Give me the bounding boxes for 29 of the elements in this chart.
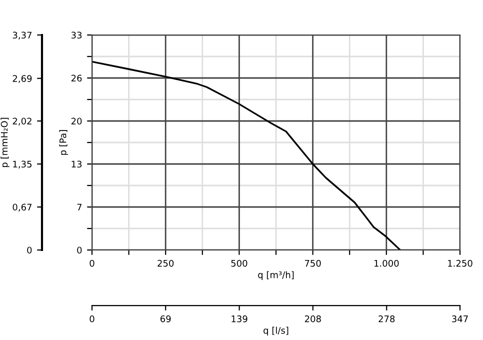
x-tick-label: 500 <box>231 260 248 267</box>
y2-tick-label: 0 <box>27 246 32 254</box>
y2-tick-label: 0,67 <box>12 204 32 212</box>
x2-tick-label: 278 <box>378 315 395 322</box>
x2-tick-label: 208 <box>304 315 321 322</box>
y2-tick-label: 2,69 <box>12 75 32 83</box>
y-tick-label: 33 <box>71 32 82 39</box>
x2-tick-label: 0 <box>90 315 94 322</box>
x-tick-label: 750 <box>304 260 321 267</box>
y2-tick-label: 1,35 <box>13 160 32 168</box>
x-tick-label: 1.000 <box>374 260 399 267</box>
x-tick-label: 250 <box>158 260 174 267</box>
y-tick-label: 20 <box>71 118 82 125</box>
y-tick-label: 0 <box>77 246 82 254</box>
y2-axis-title: p [mmH₂O] <box>0 118 10 168</box>
x2-axis-title: q [l/s] <box>264 326 288 336</box>
x-axis-title: q [m³/h] <box>258 271 294 280</box>
y-tick-label: 7 <box>77 204 82 210</box>
x-tick-label: 1.250 <box>448 260 472 267</box>
y-axis-title: p [Pa] <box>59 130 68 155</box>
x2-tick-label: 139 <box>232 315 248 322</box>
x2-tick-label: 347 <box>452 315 468 322</box>
y-tick-label: 13 <box>72 160 82 168</box>
line-series <box>92 60 402 250</box>
y-tick-label: 26 <box>71 74 82 82</box>
y2-tick-label: 2,02 <box>12 118 32 126</box>
y2-tick-label: 3,37 <box>12 32 32 40</box>
x-tick-label: 0 <box>90 260 94 267</box>
x2-tick-label: 69 <box>160 315 171 322</box>
